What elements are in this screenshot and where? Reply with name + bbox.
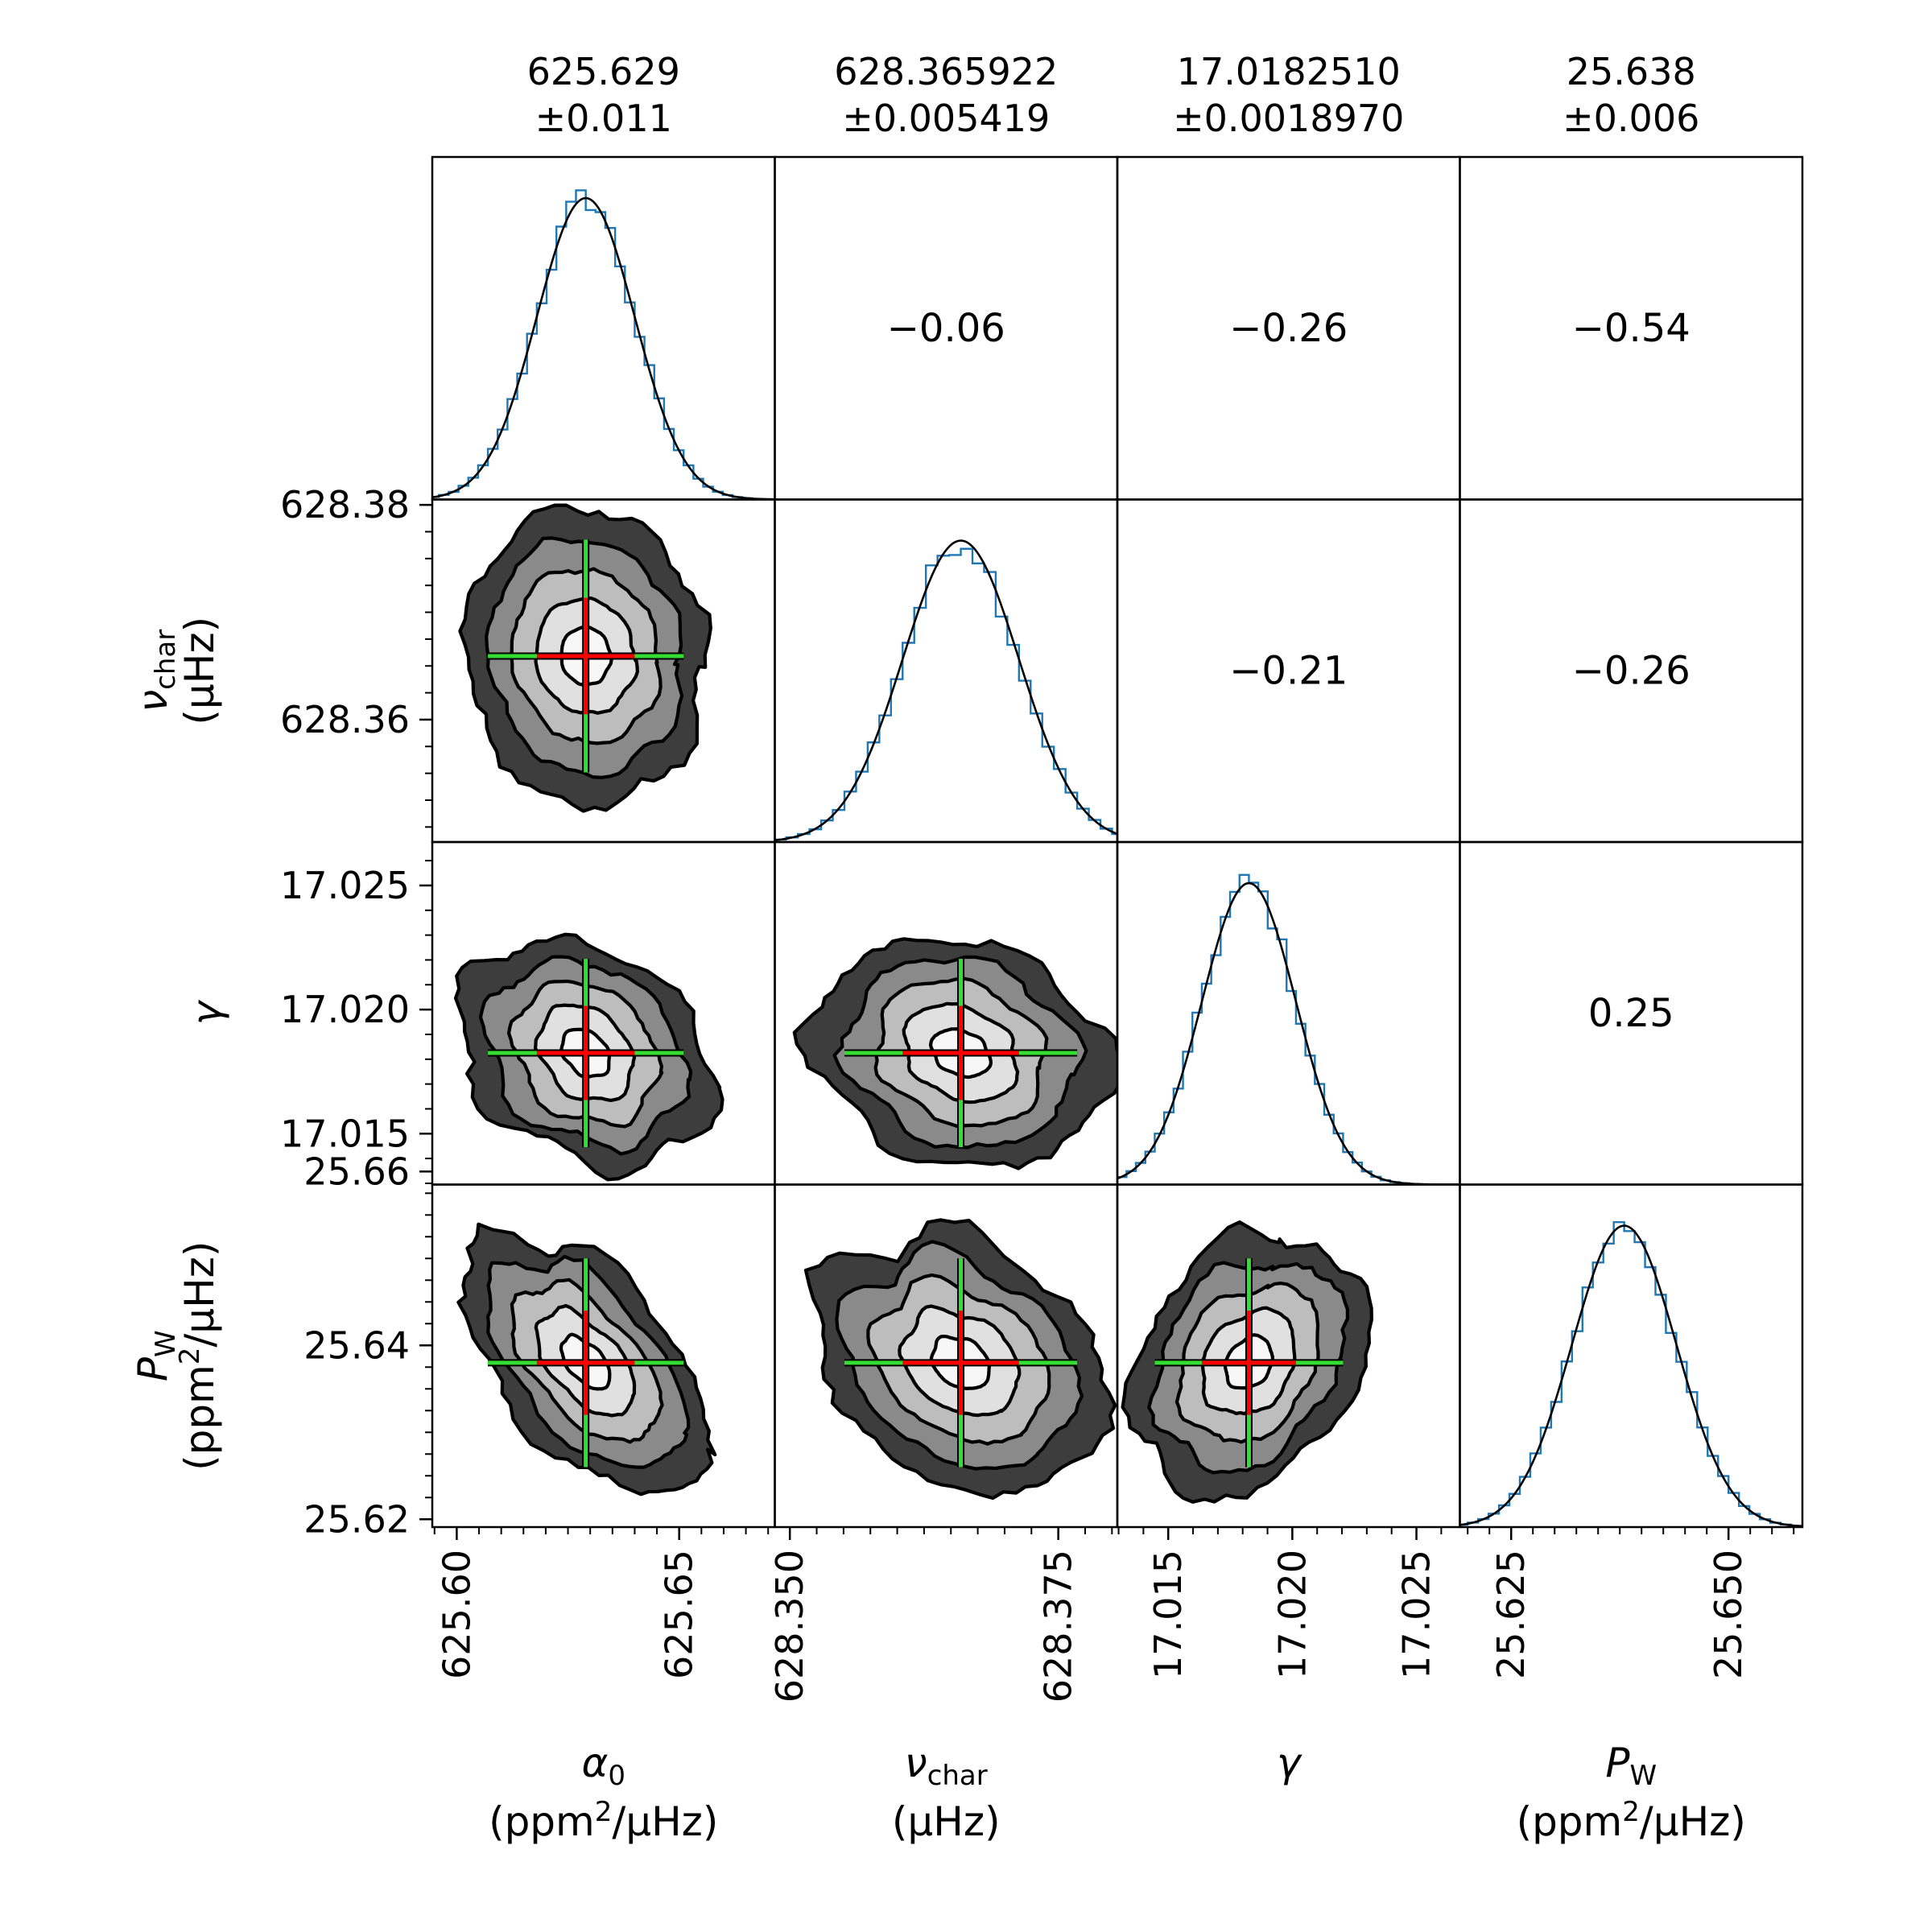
axis-symbol-subscript: 0 bbox=[608, 1760, 625, 1792]
axis-label-unit-line: (μHz) bbox=[892, 1798, 1001, 1845]
header-value: 25.638 bbox=[1567, 50, 1696, 93]
axis-label-y-gamma: γ bbox=[184, 1000, 230, 1026]
axis-symbol: γ bbox=[184, 1000, 230, 1026]
y-tick-label: 25.62 bbox=[303, 1497, 410, 1541]
axis-label-symbol-line: γ bbox=[184, 1000, 230, 1026]
labels-layer: −0.06 −0.26 −0.54−0.21 −0.260.25625.629±0.0… bbox=[130, 50, 1750, 1845]
x-tick-label: 625.60 bbox=[435, 1550, 478, 1679]
axis-label-unit-line: (ppm2/μHz) bbox=[489, 1796, 718, 1845]
header-value: 17.0182510 bbox=[1177, 50, 1401, 93]
axis-symbol-subscript: W bbox=[150, 1330, 182, 1357]
y-tick-label: 25.64 bbox=[303, 1323, 410, 1367]
gaussian-fit-α0 bbox=[432, 196, 775, 500]
gaussian-fit-PW bbox=[1459, 1224, 1802, 1527]
contour-panel-νchar-vs-PW bbox=[803, 1218, 1117, 1501]
contour-panel-νchar-vs-γ bbox=[792, 937, 1117, 1170]
axis-symbol-subscript: W bbox=[1630, 1760, 1657, 1792]
frames-layer bbox=[419, 155, 1804, 1540]
gaussian-fit-γ bbox=[1117, 881, 1460, 1185]
correlation-value: −0.21 bbox=[1229, 648, 1348, 693]
y-tick-label: 25.66 bbox=[303, 1150, 410, 1193]
y-tick-label: 628.38 bbox=[280, 483, 410, 526]
x-tick-label: 628.350 bbox=[768, 1550, 811, 1703]
axis-symbol: γ bbox=[1277, 1740, 1302, 1786]
contour-panel-α0-vs-νchar bbox=[458, 503, 712, 813]
y-tick-label: 17.025 bbox=[280, 864, 410, 907]
diag-panel-PW bbox=[1459, 1221, 1802, 1527]
header-error: ±0.006 bbox=[1563, 97, 1699, 140]
correlation-value: −0.06 bbox=[887, 306, 1005, 351]
axis-label-symbol-line: PW bbox=[130, 1330, 182, 1381]
correlation-value: −0.26 bbox=[1229, 306, 1348, 351]
x-tick-label: 17.025 bbox=[1395, 1550, 1439, 1679]
contour-panel-α0-vs-γ bbox=[453, 932, 724, 1182]
axis-symbol: ν bbox=[905, 1740, 927, 1786]
axis-unit: (μHz) bbox=[176, 617, 223, 725]
axis-unit: (ppm bbox=[176, 1364, 223, 1471]
axis-label-unit-line: (ppm2/μHz) bbox=[174, 1241, 223, 1471]
correlation-value: −0.54 bbox=[1572, 306, 1690, 351]
axis-label-symbol-line: νchar bbox=[130, 630, 182, 712]
diag-panel-νchar bbox=[774, 539, 1117, 842]
correlation-value: −0.26 bbox=[1572, 648, 1690, 693]
x-tick-label: 17.020 bbox=[1270, 1550, 1314, 1679]
contour-panel-γ-vs-PW bbox=[1121, 1220, 1373, 1504]
axis-label-x-gamma: γ bbox=[1277, 1740, 1302, 1786]
x-tick-label: 25.625 bbox=[1489, 1550, 1533, 1679]
axis-unit-superscript: 2 bbox=[1622, 1796, 1640, 1828]
x-tick-label: 25.650 bbox=[1707, 1550, 1750, 1679]
axis-symbol: P bbox=[130, 1356, 176, 1381]
diag-panel-γ bbox=[1117, 873, 1460, 1185]
x-tick-label: 628.375 bbox=[1037, 1550, 1080, 1703]
header-error: ±0.0018970 bbox=[1173, 97, 1404, 140]
contour-panel-α0-vs-PW bbox=[456, 1222, 717, 1496]
axis-label-unit-line: (ppm2/μHz) bbox=[1517, 1796, 1746, 1845]
correlation-value: 0.25 bbox=[1588, 991, 1674, 1036]
x-tick-label: 625.65 bbox=[658, 1550, 701, 1679]
y-tick-label: 628.36 bbox=[280, 698, 410, 741]
axis-symbol-subscript: char bbox=[150, 630, 182, 690]
y-tick-label: 17.020 bbox=[280, 988, 410, 1031]
header-value: 625.629 bbox=[527, 50, 680, 93]
x-tick-label: 17.015 bbox=[1146, 1550, 1190, 1679]
axis-label-y-P_W: PW(ppm2/μHz) bbox=[130, 1241, 223, 1471]
axis-unit-superscript: 2 bbox=[174, 1348, 206, 1365]
axis-unit: (μHz) bbox=[892, 1798, 1001, 1845]
header-error: ±0.005419 bbox=[842, 97, 1050, 140]
panels-layer bbox=[432, 189, 1802, 1527]
axis-symbol: P bbox=[1605, 1740, 1630, 1786]
axis-label-x-alpha0: α0(ppm2/μHz) bbox=[489, 1740, 718, 1845]
axis-symbol: α bbox=[581, 1740, 608, 1786]
axis-unit-superscript: 2 bbox=[595, 1796, 613, 1828]
axis-label-symbol-line: α0 bbox=[581, 1740, 625, 1792]
axis-label-symbol-line: γ bbox=[1277, 1740, 1302, 1786]
header-value: 628.365922 bbox=[834, 50, 1058, 93]
axis-label-symbol-line: νchar bbox=[905, 1740, 988, 1792]
header-error: ±0.011 bbox=[535, 97, 672, 140]
y-tick-label: 17.015 bbox=[280, 1112, 410, 1155]
axis-unit: (ppm bbox=[489, 1798, 595, 1845]
axis-label-x-P_W: PW(ppm2/μHz) bbox=[1517, 1740, 1746, 1845]
axis-unit: (ppm bbox=[1517, 1798, 1623, 1845]
axis-label-y-nu_char: νchar(μHz) bbox=[130, 617, 223, 725]
diag-panel-α0 bbox=[432, 189, 775, 500]
axis-symbol: ν bbox=[130, 690, 176, 712]
gaussian-fit-νchar bbox=[774, 539, 1117, 842]
axis-unit-rest: /μHz) bbox=[176, 1241, 223, 1348]
axis-label-x-nu_char: νchar (μHz) bbox=[892, 1740, 1001, 1845]
axis-label-symbol-line: PW bbox=[1605, 1740, 1657, 1792]
axis-symbol-subscript: char bbox=[927, 1760, 988, 1792]
axis-unit-rest: /μHz) bbox=[612, 1798, 718, 1845]
axis-label-unit-line: (μHz) bbox=[176, 617, 223, 725]
panel-frame bbox=[1459, 1183, 1804, 1529]
axis-unit-rest: /μHz) bbox=[1640, 1798, 1746, 1845]
